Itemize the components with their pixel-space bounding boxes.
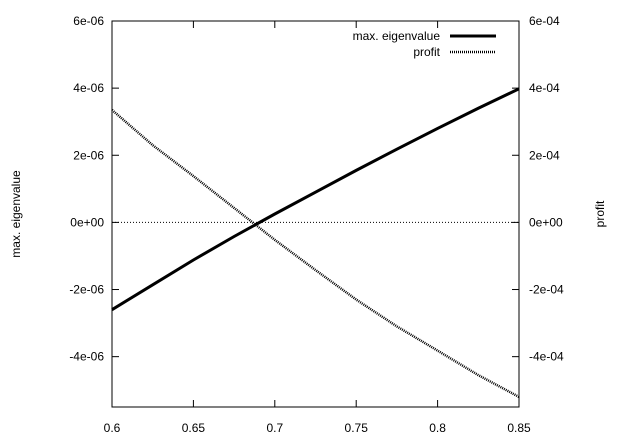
x-tick-label: 0.8 — [429, 421, 446, 435]
y-right-tick-label: 2e-04 — [529, 148, 560, 162]
x-tick-label: 0.85 — [507, 421, 531, 435]
y-left-tick-label: -4e-06 — [69, 350, 104, 364]
y-right-tick-label: 6e-04 — [529, 14, 560, 28]
plot-frame — [111, 20, 520, 408]
x-tick-label: 0.75 — [345, 421, 369, 435]
legend-label: profit — [413, 45, 440, 59]
series-line-max-eigenvalue — [111, 87, 520, 311]
y-left-tick-label: -2e-06 — [69, 283, 104, 297]
y-right-tick-label: -4e-04 — [529, 350, 564, 364]
series-line-profit — [111, 109, 520, 399]
y-left-tick-label: 0e+00 — [70, 215, 104, 229]
y-right-tick-label: 4e-04 — [529, 81, 560, 95]
y-axis-right-label: profit — [593, 200, 607, 227]
y-left-tick-label: 2e-06 — [73, 148, 104, 162]
y-left-tick-label: 4e-06 — [73, 81, 104, 95]
x-tick-label: 0.6 — [104, 421, 121, 435]
y-axis-left-label: max. eigenvalue — [9, 170, 23, 258]
x-tick-label: 0.65 — [182, 421, 206, 435]
y-right-tick-label: -2e-04 — [529, 283, 564, 297]
y-right-tick-label: 0e+00 — [529, 215, 563, 229]
x-tick-label: 0.7 — [266, 421, 283, 435]
y-left-tick-label: 6e-06 — [73, 14, 104, 28]
legend-label: max. eigenvalue — [353, 29, 441, 43]
